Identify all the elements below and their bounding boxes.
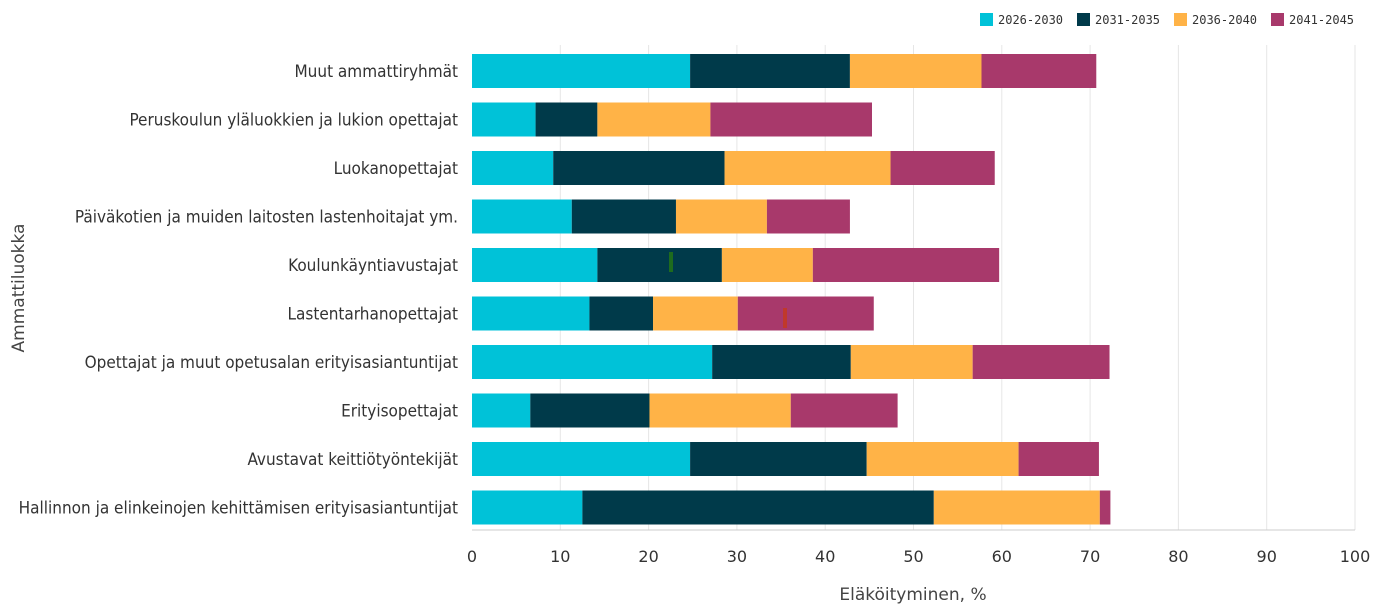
- bar-segment-2041-2045: [737, 296, 874, 331]
- small-markers: [669, 252, 787, 328]
- legend-label: 2026-2030: [998, 13, 1063, 27]
- bar-segment-2031-2035: [597, 248, 722, 282]
- category-label: Erityisopettajat: [341, 402, 458, 422]
- bar-segment-2041-2045: [790, 393, 898, 428]
- bar-segment-2036-2040: [933, 490, 1100, 525]
- category-label: Muut ammattiryhmät: [294, 62, 458, 82]
- bar-segment-2026-2030: [472, 296, 590, 331]
- category-label: Lastentarhanopettajat: [287, 305, 458, 325]
- bar-segment-2041-2045: [981, 54, 1097, 88]
- marker-green: [669, 252, 673, 272]
- y-axis-title: Ammattiluokka: [9, 224, 29, 353]
- bar-segment-2026-2030: [472, 345, 713, 379]
- bar-segment-2036-2040: [866, 442, 1019, 476]
- bar-segment-2036-2040: [675, 199, 767, 234]
- category-label: Luokanopettajat: [334, 159, 458, 179]
- bar-segment-2036-2040: [849, 54, 982, 88]
- category-labels: Muut ammattiryhmät Peruskoulun yläluokkie…: [19, 62, 458, 519]
- legend-swatch: [1077, 13, 1090, 26]
- x-tick-label: 90: [1257, 547, 1277, 566]
- bar-segment-2026-2030: [472, 442, 691, 476]
- category-label: Päiväkotien ja muiden laitosten lastenho…: [75, 208, 458, 228]
- bar-segment-2026-2030: [472, 199, 572, 234]
- bar-segment-2041-2045: [890, 151, 995, 185]
- x-tick-label: 10: [550, 547, 570, 566]
- category-label: Opettajat ja muut opetusalan erityisasia…: [85, 353, 458, 373]
- x-tick-labels: 0 10 20 30 40 50 60 70 80 90 100: [467, 547, 1370, 566]
- bar-segment-2041-2045: [972, 345, 1110, 379]
- bar-segment-2036-2040: [721, 248, 813, 282]
- category-label: Avustavat keittiötyöntekijät: [247, 450, 458, 470]
- legend-label: 2036-2040: [1192, 13, 1257, 27]
- bar-segment-2026-2030: [472, 248, 598, 282]
- marker-red: [783, 308, 787, 328]
- bar-segment-2031-2035: [690, 54, 850, 88]
- bar-segment-2036-2040: [724, 151, 891, 185]
- bar-segment-2031-2035: [690, 442, 867, 476]
- bar-segment-2031-2035: [553, 151, 725, 185]
- bar-segment-2041-2045: [1018, 442, 1099, 476]
- x-tick-label: 40: [815, 547, 835, 566]
- x-tick-label: 60: [992, 547, 1012, 566]
- bar-segment-2026-2030: [472, 151, 554, 185]
- x-tick-label: 100: [1340, 547, 1371, 566]
- bar-segment-2026-2030: [472, 102, 536, 137]
- x-tick-label: 70: [1080, 547, 1100, 566]
- bar-segment-2031-2035: [589, 296, 654, 331]
- bar-segment-2031-2035: [712, 345, 851, 379]
- legend-swatch: [1174, 13, 1187, 26]
- bar-segment-2026-2030: [472, 393, 531, 428]
- category-label: Peruskoulun yläluokkien ja lukion opetta…: [129, 111, 458, 131]
- bar-segment-2036-2040: [850, 345, 973, 379]
- bar-segment-2031-2035: [571, 199, 676, 234]
- bar-segment-2036-2040: [649, 393, 791, 428]
- bar-segment-2036-2040: [653, 296, 738, 331]
- x-tick-label: 0: [467, 547, 477, 566]
- x-tick-label: 20: [638, 547, 658, 566]
- bars: [472, 54, 1111, 525]
- x-axis-title: Eläköityminen, %: [839, 585, 986, 605]
- x-tick-label: 50: [903, 547, 923, 566]
- bar-segment-2041-2045: [710, 102, 872, 137]
- bar-segment-2036-2040: [597, 102, 711, 137]
- bar-segment-2031-2035: [535, 102, 598, 137]
- x-tick-label: 80: [1168, 547, 1188, 566]
- legend-label: 2031-2035: [1095, 13, 1160, 27]
- category-label: Hallinnon ja elinkeinojen kehittämisen e…: [19, 499, 458, 519]
- bar-segment-2031-2035: [582, 490, 934, 525]
- bar-segment-2031-2035: [530, 393, 650, 428]
- legend-label: 2041-2045: [1289, 13, 1354, 27]
- bar-segment-2041-2045: [812, 248, 1000, 282]
- bar-segment-2026-2030: [472, 54, 691, 88]
- legend-swatch: [1271, 13, 1284, 26]
- bar-segment-2041-2045: [766, 199, 850, 234]
- bar-segment-2041-2045: [1099, 490, 1111, 525]
- x-tick-label: 30: [727, 547, 747, 566]
- legend: 2026-2030 2031-2035 2036-2040 2041-2045: [980, 13, 1354, 27]
- category-label: Koulunkäyntiavustajat: [288, 256, 458, 276]
- bar-segment-2026-2030: [472, 490, 583, 525]
- legend-swatch: [980, 13, 993, 26]
